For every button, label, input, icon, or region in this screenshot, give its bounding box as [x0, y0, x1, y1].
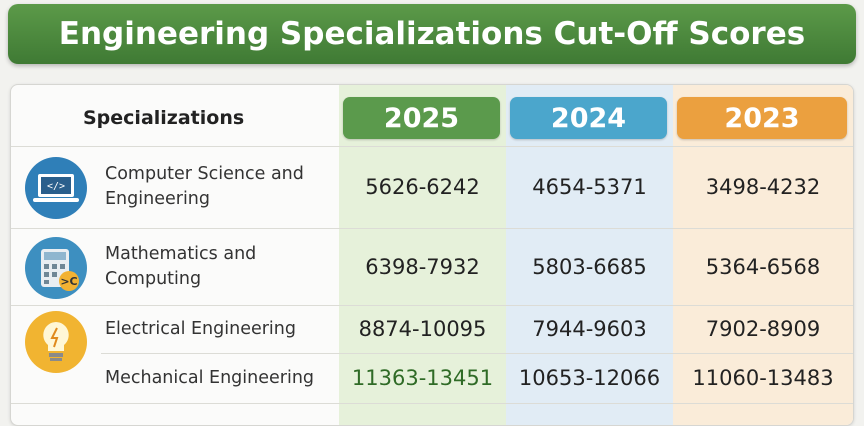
specialization-text: Mathematics and Computing — [105, 243, 257, 289]
specialization-text: Mechanical Engineering — [105, 367, 315, 388]
year-header: 2024 — [510, 97, 667, 139]
cut-off-score: 4654-5371 — [532, 175, 647, 199]
cut-off-score: 7902-8909 — [705, 317, 821, 341]
cut-off-score: 5803-6685 — [532, 254, 647, 279]
column-tint — [339, 85, 506, 425]
cut-off-score: 8874-10095 — [358, 317, 487, 341]
row-divider — [11, 305, 853, 306]
year-header: 2023 — [677, 97, 847, 139]
score-table: </> >C Specializations 2025 2024 2023 Comput… — [10, 84, 854, 426]
cut-off-score: 11060-13483 — [692, 366, 834, 390]
cut-off-score: 5364-6568 — [705, 254, 821, 279]
cut-off-score: 7944-9603 — [532, 317, 647, 341]
cut-off-score: 3498-4232 — [705, 175, 821, 199]
cut-off-score: 11363-13451 — [351, 366, 494, 390]
cut-off-score: 5626-6242 — [365, 175, 480, 199]
row-divider — [101, 353, 853, 354]
calculator-icon: >C — [25, 237, 87, 299]
column-header: Specializations — [83, 107, 245, 129]
row-divider — [11, 146, 853, 147]
title-banner: Engineering Specializations Cut-Off Scor… — [8, 4, 856, 64]
cut-off-score: 6398-7932 — [365, 254, 480, 279]
specialization-text: Electrical Engineering — [105, 318, 296, 339]
specialization: Computer Science and Engineering — [105, 146, 330, 228]
specialization: Mathematics and Computing — [105, 228, 330, 305]
column-tint — [673, 85, 853, 425]
year-header: 2025 — [343, 97, 500, 139]
title: Engineering Specializations Cut-Off Scor… — [58, 16, 806, 52]
svg-text:>C: >C — [60, 275, 77, 288]
page: Engineering Specializations Cut-Off Scor… — [8, 4, 856, 426]
specialization-text: Computer Science and Engineering — [105, 164, 304, 209]
svg-text:</>: </> — [47, 181, 65, 192]
row-divider — [11, 228, 853, 229]
computer-icon: </> — [25, 157, 87, 219]
bulb-icon — [25, 311, 87, 373]
cut-off-score: 10653-12066 — [518, 366, 661, 390]
specialization: Mechanical Engineering — [105, 353, 330, 403]
column-tint — [506, 85, 673, 425]
specialization: Electrical Engineering — [105, 305, 330, 353]
row-divider — [11, 403, 853, 404]
